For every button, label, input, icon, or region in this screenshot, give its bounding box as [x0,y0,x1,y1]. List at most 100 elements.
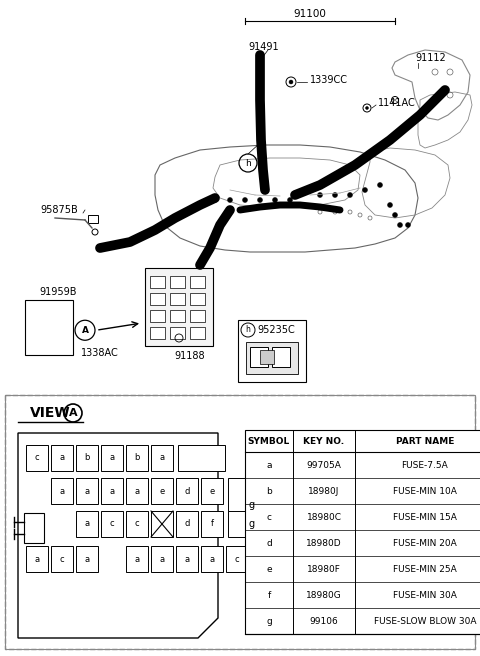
Text: h: h [246,325,251,335]
Bar [5,395,475,649]
Text: 95875B: 95875B [40,205,78,215]
Text: e: e [266,565,272,573]
Text: f: f [211,520,214,529]
Bar [176,546,198,572]
Text: FUSE-MIN 25A: FUSE-MIN 25A [393,565,457,573]
Circle shape [397,222,403,228]
Bar [238,320,306,382]
Bar [201,478,223,504]
Text: FUSE-MIN 15A: FUSE-MIN 15A [393,512,457,522]
Circle shape [242,197,248,203]
Text: A: A [82,326,88,335]
Text: 95235C: 95235C [257,325,295,335]
Text: b: b [266,487,272,495]
Text: a: a [159,453,165,462]
Text: d: d [266,539,272,548]
Text: g: g [249,519,254,529]
Bar [126,511,148,537]
Bar [126,546,148,572]
Text: b: b [134,453,140,462]
Bar [201,546,223,572]
Text: a: a [109,487,115,495]
Circle shape [273,197,277,203]
Text: b: b [84,453,90,462]
Text: a: a [84,487,90,495]
Text: FUSE-7.5A: FUSE-7.5A [402,461,448,470]
Bar [51,478,73,504]
Bar [150,310,165,322]
Text: a: a [60,487,65,495]
Bar [150,276,165,288]
Text: c: c [110,520,114,529]
Text: VIEW: VIEW [30,406,71,420]
Text: 18980G: 18980G [306,590,342,600]
Circle shape [377,182,383,188]
Bar [51,546,73,572]
Bar [178,445,225,471]
Bar [245,430,480,634]
Bar [101,478,123,504]
Text: h: h [245,159,251,167]
Text: SYMBOL: SYMBOL [248,436,290,445]
Bar [190,293,205,305]
Text: a: a [60,453,65,462]
Bar [170,327,185,339]
Text: 18980C: 18980C [307,512,341,522]
Text: FUSE-MIN 20A: FUSE-MIN 20A [393,539,457,548]
Bar [272,347,290,367]
Bar [5,395,475,649]
Bar [260,350,274,364]
Bar [150,293,165,305]
Bar [170,276,185,288]
Bar [228,478,275,533]
Bar [151,445,173,471]
Text: KEY NO.: KEY NO. [303,436,345,445]
Circle shape [213,197,217,203]
Text: c: c [135,520,139,529]
Text: PART NAME: PART NAME [396,436,454,445]
Circle shape [289,80,293,84]
Text: 18980J: 18980J [308,487,340,495]
Bar [26,546,48,572]
Text: 91112: 91112 [415,53,446,63]
Bar [228,511,275,537]
Bar [176,478,198,504]
Text: 99106: 99106 [310,617,338,626]
Circle shape [362,188,368,192]
Text: c: c [60,554,64,564]
Text: e: e [209,487,215,495]
Text: e: e [159,487,165,495]
Bar [151,511,173,537]
Bar [25,300,73,355]
Text: 18980D: 18980D [306,539,342,548]
Circle shape [393,213,397,218]
Bar [246,342,298,374]
Text: d: d [184,520,190,529]
Text: FUSE-MIN 10A: FUSE-MIN 10A [393,487,457,495]
Bar [101,511,123,537]
Text: FUSE-MIN 30A: FUSE-MIN 30A [393,590,457,600]
Bar [176,511,198,537]
Text: 91491: 91491 [248,42,278,52]
Circle shape [406,222,410,228]
Text: c: c [266,512,272,522]
Text: d: d [184,487,190,495]
Circle shape [288,197,292,203]
Bar [150,327,165,339]
Text: 1338AC: 1338AC [81,348,119,358]
Circle shape [348,192,352,197]
Text: 91959B: 91959B [39,287,76,297]
Circle shape [387,203,393,207]
Bar [76,478,98,504]
Text: c: c [235,554,240,564]
Bar [24,513,44,543]
Bar [51,445,73,471]
Bar [126,445,148,471]
Circle shape [257,197,263,203]
Bar [151,546,173,572]
Text: 91188: 91188 [174,351,204,361]
Text: 1339CC: 1339CC [310,75,348,85]
Bar [76,546,98,572]
Bar [250,347,268,367]
Bar [26,445,48,471]
